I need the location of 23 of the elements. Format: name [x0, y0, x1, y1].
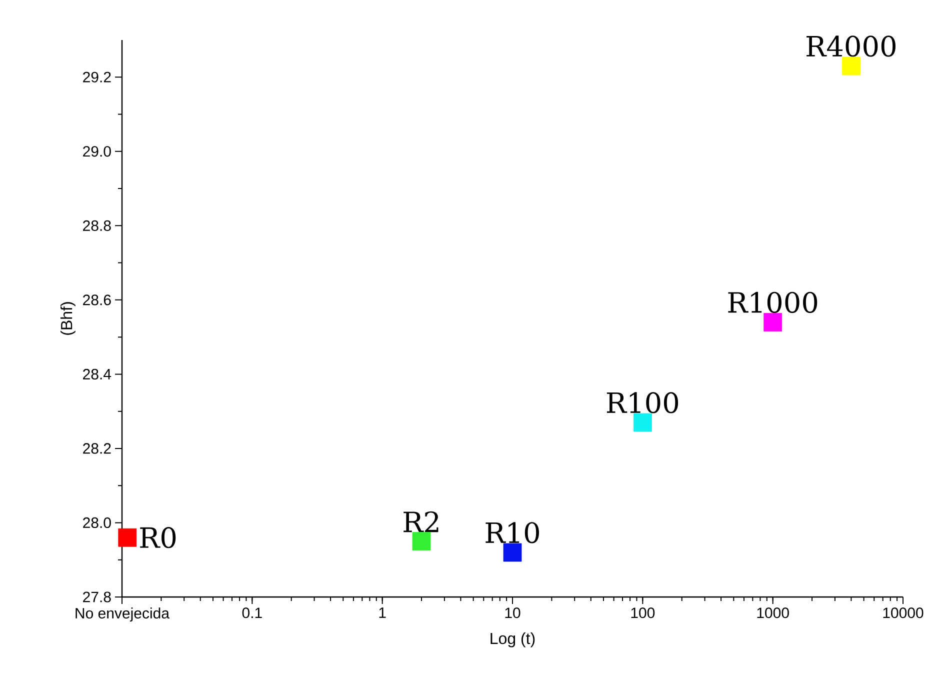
- x-tick-label: 1000: [757, 608, 789, 618]
- y-tick-label: 28.2: [83, 443, 111, 454]
- y-tick-label: 27.8: [83, 592, 111, 602]
- y-tick-label: 28.8: [83, 220, 111, 231]
- annotation: R100: [606, 392, 678, 414]
- annotation: R2: [404, 511, 438, 532]
- y-tick-label: 29.2: [83, 72, 111, 82]
- x-tick-label: 100: [631, 608, 655, 618]
- x-tick-label: 1: [379, 608, 386, 618]
- y-tick-label: 29.0: [83, 146, 111, 157]
- annotation: R1000: [728, 292, 818, 314]
- y-tick-label: 28.6: [83, 294, 111, 306]
- x-axis-title: Log (t): [490, 632, 535, 648]
- annotation: R4000: [806, 36, 896, 57]
- x-tick-label: 10: [505, 608, 520, 618]
- annotation: R0: [140, 527, 176, 548]
- x-tick-label: 0.1: [242, 608, 262, 618]
- x-tick-label: 10000: [883, 608, 924, 618]
- y-tick-label: 28.4: [83, 368, 112, 380]
- x-tick-label: No envejecida: [76, 608, 170, 622]
- y-tick-label: 28.0: [83, 517, 111, 528]
- y-axis-title: (Bhf): [60, 302, 76, 335]
- annotation: R10: [486, 522, 539, 544]
